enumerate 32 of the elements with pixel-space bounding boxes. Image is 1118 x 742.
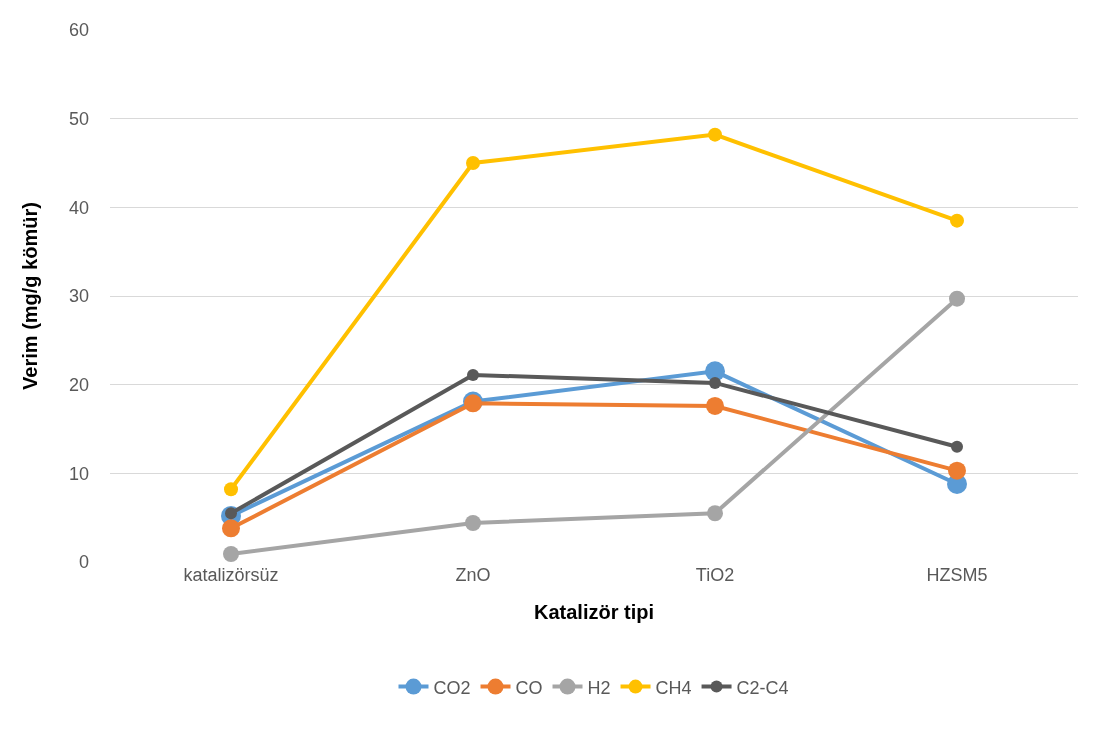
point: [466, 156, 480, 170]
y-tick-label: 20: [68, 374, 89, 395]
point: [222, 519, 240, 538]
point: [224, 482, 238, 497]
point: [951, 440, 963, 453]
y-axis-title: Verim (mg/g kömür): [19, 202, 42, 390]
y-tick-label: 50: [68, 108, 89, 129]
legend-label: CO: [515, 677, 543, 698]
point: [465, 514, 481, 531]
x-tick-label: HZSM5: [926, 565, 988, 585]
point: [708, 127, 722, 142]
y-tick-label: 10: [68, 463, 89, 484]
y-tick-label: 30: [68, 286, 89, 307]
point: [706, 396, 724, 415]
legend-label: C2-C4: [736, 677, 789, 698]
legend-label: CO2: [433, 677, 471, 698]
y-tick-label: 40: [68, 197, 89, 218]
point: [950, 213, 964, 228]
x-tick-label: ZnO: [455, 565, 491, 585]
y-tick-label: 60: [68, 20, 89, 41]
y-tick-label: 0: [78, 552, 89, 573]
point: [707, 505, 723, 522]
point: [949, 290, 965, 307]
x-axis-title: Katalizör tipi: [533, 600, 655, 623]
point: [223, 546, 239, 563]
legend-label: CH4: [655, 677, 692, 698]
x-tick-label: TiO2: [695, 565, 735, 585]
point: [948, 461, 966, 480]
x-tick-label: katalizörsüz: [183, 565, 279, 585]
point: [467, 368, 479, 381]
legend-label: H2: [587, 677, 611, 698]
point: [709, 376, 721, 389]
